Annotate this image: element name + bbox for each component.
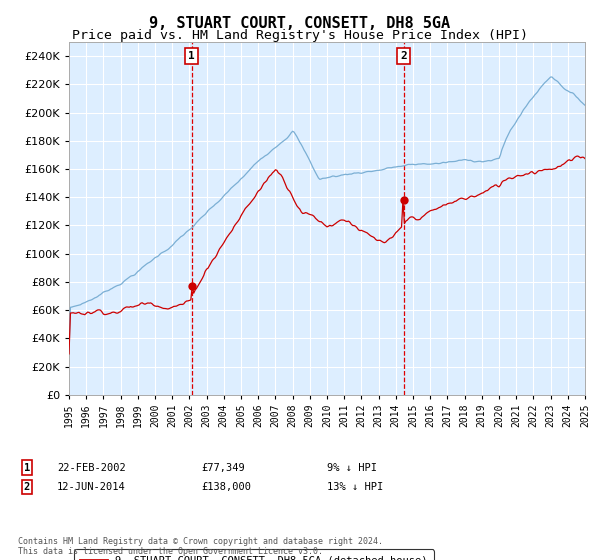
Text: £138,000: £138,000 — [201, 482, 251, 492]
Text: 2: 2 — [24, 482, 30, 492]
Text: 9% ↓ HPI: 9% ↓ HPI — [327, 463, 377, 473]
Text: 1: 1 — [188, 51, 195, 61]
Text: £77,349: £77,349 — [201, 463, 245, 473]
Text: 1: 1 — [24, 463, 30, 473]
Text: Price paid vs. HM Land Registry's House Price Index (HPI): Price paid vs. HM Land Registry's House … — [72, 29, 528, 42]
Text: 9, STUART COURT, CONSETT, DH8 5GA: 9, STUART COURT, CONSETT, DH8 5GA — [149, 16, 451, 31]
Legend: 9, STUART COURT, CONSETT, DH8 5GA (detached house), HPI: Average price, detached: 9, STUART COURT, CONSETT, DH8 5GA (detac… — [74, 549, 434, 560]
Bar — [191, 42, 404, 395]
Text: 13% ↓ HPI: 13% ↓ HPI — [327, 482, 383, 492]
Text: 12-JUN-2014: 12-JUN-2014 — [57, 482, 126, 492]
Text: Contains HM Land Registry data © Crown copyright and database right 2024.
This d: Contains HM Land Registry data © Crown c… — [18, 536, 383, 556]
Text: 22-FEB-2002: 22-FEB-2002 — [57, 463, 126, 473]
Text: 2: 2 — [400, 51, 407, 61]
